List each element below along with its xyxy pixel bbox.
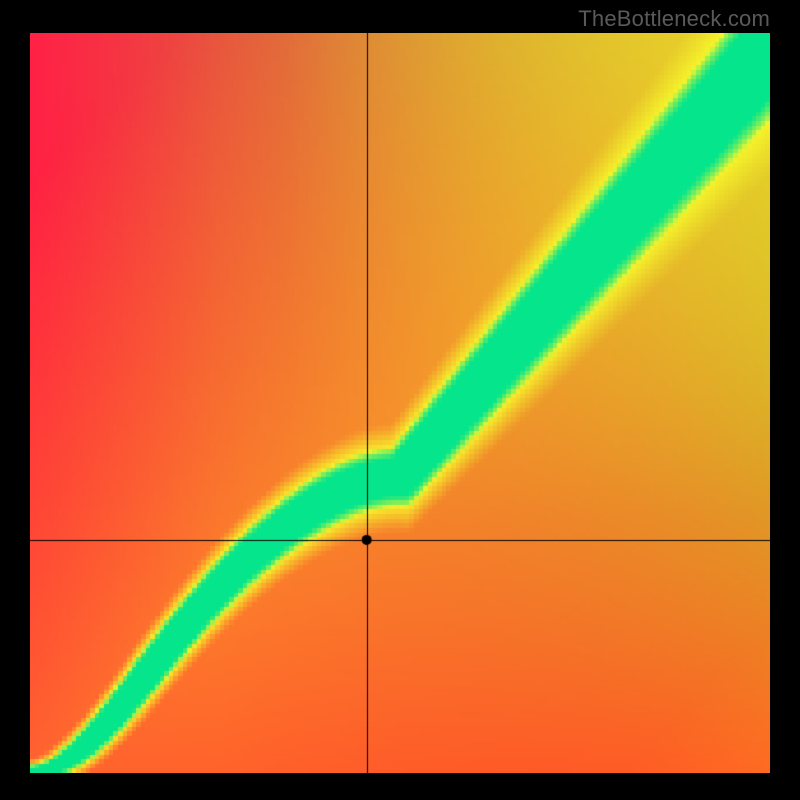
heatmap-plot bbox=[30, 33, 770, 773]
watermark-text: TheBottleneck.com bbox=[578, 6, 770, 32]
chart-container: { "watermark": "TheBottleneck.com", "wat… bbox=[0, 0, 800, 800]
